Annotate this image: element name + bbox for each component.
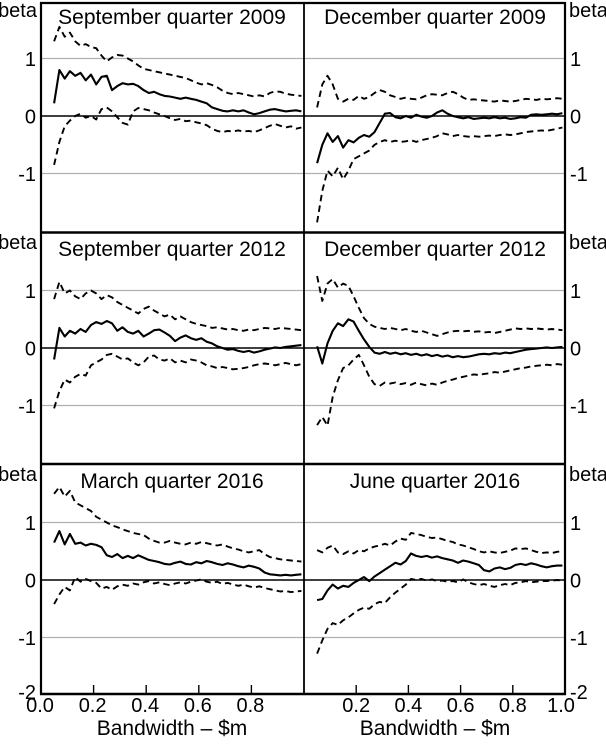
y-tick-right-0-row1: 0 [570,339,581,361]
y-axis-label-right-row1: beta [569,232,606,254]
y-tick-left-1-row0: 1 [25,49,36,71]
x-tick-left-0.0: 0.0 [26,695,54,717]
x-tick-right-1.0: 1.0 [547,695,575,717]
y-axis-label-right-row0: beta [569,0,606,22]
series-lower-confidence-band-panel-0 [53,106,302,166]
series-beta-estimate-panel-3 [316,318,563,365]
y-tick-left-1-row1: 1 [25,281,36,303]
y-tick-right-1-row1: 1 [570,281,581,303]
series-beta-estimate-panel-0 [53,68,302,116]
panel-title-2: September quarter 2012 [58,238,286,261]
panel-title-5: June quarter 2016 [350,470,520,493]
x-axis-title-left: Bandwidth – $m [97,717,248,740]
series-lower-confidence-band-panel-3 [316,353,563,427]
x-tick-left-0.2: 0.2 [79,695,107,717]
series-upper-confidence-band-panel-1 [316,74,563,108]
x-tick-left-0.6: 0.6 [184,695,212,717]
series-beta-estimate-panel-5 [316,552,563,602]
y-tick-left--1-row1: -1 [18,396,36,418]
y-tick-right-minus2: -2 [570,682,588,704]
y-tick-left--1-row2: -1 [18,628,36,650]
y-tick-right-1-row2: 1 [570,513,581,535]
y-tick-right--1-row1: -1 [570,396,588,418]
panel-title-0: September quarter 2009 [58,6,286,29]
x-axis-title-right: Bandwidth – $m [360,717,511,740]
y-tick-right--1-row0: -1 [570,164,588,186]
x-tick-right-0.2: 0.2 [342,695,370,717]
series-lower-confidence-band-panel-1 [316,126,563,223]
y-tick-right-0-row2: 0 [570,571,581,593]
x-tick-right-0.4: 0.4 [394,695,422,717]
y-tick-right-1-row0: 1 [570,49,581,71]
x-tick-right-0.6: 0.6 [447,695,475,717]
x-tick-left-0.4: 0.4 [131,695,159,717]
y-axis-label-left-row0: beta [0,0,38,22]
y-axis-label-left-row1: beta [0,232,38,254]
y-axis-label-left-row2: beta [0,464,38,486]
y-axis-label-right-row2: beta [569,464,606,486]
x-tick-left-0.8: 0.8 [236,695,264,717]
series-upper-confidence-band-panel-3 [316,275,563,337]
y-tick-left-minus2: -2 [18,682,36,704]
x-tick-right-0.8: 0.8 [499,695,527,717]
series-lower-confidence-band-panel-4 [53,576,302,605]
series-lower-confidence-band-panel-5 [316,577,563,654]
series-beta-estimate-panel-2 [53,319,302,360]
series-beta-estimate-panel-4 [53,530,302,577]
panel-title-1: December quarter 2009 [324,6,546,29]
series-upper-confidence-band-panel-0 [53,25,302,98]
series-lower-confidence-band-panel-2 [53,352,302,409]
panel-title-3: December quarter 2012 [324,238,546,261]
series-upper-confidence-band-panel-2 [53,280,302,332]
y-tick-left-0-row1: 0 [25,339,36,361]
y-tick-left--1-row0: -1 [18,164,36,186]
series-upper-confidence-band-panel-5 [316,531,563,556]
series-upper-confidence-band-panel-4 [53,485,302,563]
panel-title-4: March quarter 2016 [80,470,263,493]
y-tick-left-0-row0: 0 [25,107,36,129]
series-beta-estimate-panel-1 [316,109,563,164]
y-tick-right-0-row0: 0 [570,107,581,129]
y-tick-left-1-row2: 1 [25,513,36,535]
y-tick-left-0-row2: 0 [25,571,36,593]
y-tick-right--1-row2: -1 [570,628,588,650]
